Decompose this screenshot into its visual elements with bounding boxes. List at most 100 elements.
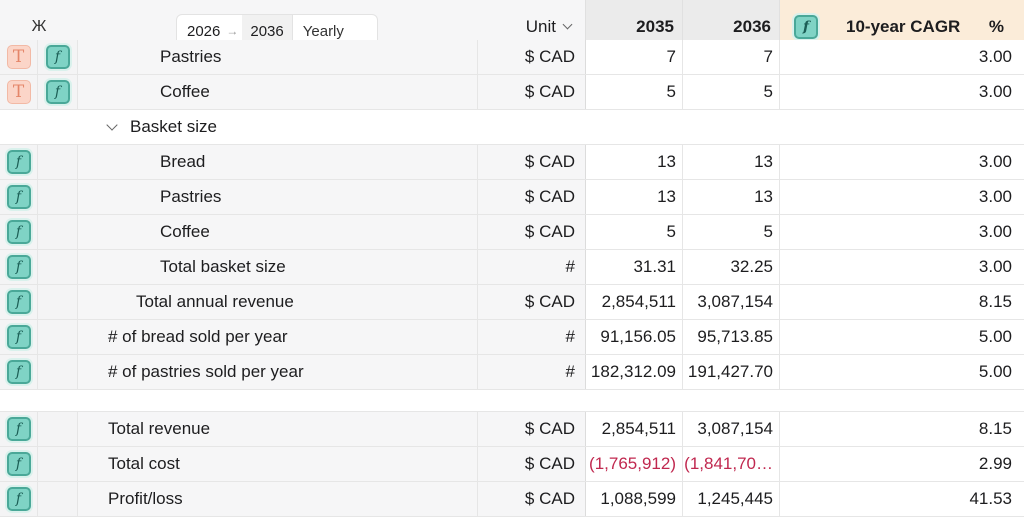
cagr-header-label: 10-year CAGR <box>846 16 961 36</box>
row-label[interactable]: Total annual revenue <box>78 285 478 319</box>
spacer-row <box>0 390 1024 412</box>
value-cell[interactable]: 13 <box>586 180 683 214</box>
formula-icon[interactable]: f <box>6 255 31 279</box>
table-row[interactable]: f Total basket size # 31.31 32.25 3.00 <box>0 250 1024 285</box>
cagr-cell[interactable]: 41.53 <box>780 482 1024 516</box>
formula-icon[interactable]: f <box>6 220 31 244</box>
value-cell[interactable]: 5 <box>586 215 683 249</box>
table-row[interactable]: T f Pastries $ CAD 7 7 3.00 <box>0 40 1024 75</box>
row-unit[interactable]: # <box>478 355 586 389</box>
cagr-cell[interactable]: 3.00 <box>780 215 1024 249</box>
cagr-cell[interactable]: 8.15 <box>780 285 1024 319</box>
group-label[interactable]: Basket size <box>130 117 217 136</box>
cagr-cell[interactable]: 8.15 <box>780 412 1024 446</box>
period-from[interactable]: 2026 <box>187 22 221 40</box>
table-row[interactable]: f Total revenue $ CAD 2,854,511 3,087,15… <box>0 412 1024 447</box>
row-unit[interactable]: # <box>478 250 586 284</box>
formula-icon[interactable]: f <box>6 487 31 511</box>
row-unit[interactable]: $ CAD <box>478 145 586 179</box>
table-row[interactable]: f Total annual revenue $ CAD 2,854,511 3… <box>0 285 1024 320</box>
arrow-right-icon: → <box>226 24 239 38</box>
cagr-cell[interactable]: 3.00 <box>780 250 1024 284</box>
row-label[interactable]: Total revenue <box>78 412 478 446</box>
formula-icon[interactable]: f <box>6 417 31 441</box>
formula-icon[interactable]: f <box>6 185 31 209</box>
value-cell[interactable]: 191,427.70 <box>683 355 780 389</box>
cagr-cell[interactable]: 3.00 <box>780 180 1024 214</box>
value-cell[interactable]: 7 <box>683 40 780 74</box>
formula-icon[interactable]: f <box>794 14 818 39</box>
row-unit[interactable]: $ CAD <box>478 285 586 319</box>
value-cell[interactable]: 32.25 <box>683 250 780 284</box>
value-cell[interactable]: 7 <box>586 40 683 74</box>
row-label[interactable]: Total basket size <box>78 250 478 284</box>
table-row[interactable]: f Bread $ CAD 13 13 3.00 <box>0 145 1024 180</box>
row-label[interactable]: Coffee <box>78 215 478 249</box>
cagr-cell[interactable]: 2.99 <box>780 447 1024 481</box>
corner-glyph[interactable]: Ж <box>31 17 47 35</box>
value-cell[interactable]: 5 <box>683 215 780 249</box>
cagr-cell[interactable]: 5.00 <box>780 320 1024 354</box>
formula-icon[interactable]: f <box>6 360 31 384</box>
frequency-select[interactable]: Yearly <box>302 22 344 40</box>
table-row[interactable]: T f Coffee $ CAD 5 5 3.00 <box>0 75 1024 110</box>
row-label[interactable]: Profit/loss <box>78 482 478 516</box>
row-unit[interactable]: $ CAD <box>478 447 586 481</box>
table-row[interactable]: f Total cost $ CAD (1,765,912) (1,841,70… <box>0 447 1024 482</box>
value-cell[interactable]: 1,245,445 <box>683 482 780 516</box>
row-unit[interactable]: $ CAD <box>478 482 586 516</box>
table-row[interactable]: f Pastries $ CAD 13 13 3.00 <box>0 180 1024 215</box>
chevron-down-icon <box>562 19 573 30</box>
row-label[interactable]: Bread <box>78 145 478 179</box>
formula-icon[interactable]: f <box>6 325 31 349</box>
value-cell[interactable]: 31.31 <box>586 250 683 284</box>
row-unit[interactable]: $ CAD <box>478 75 586 109</box>
group-row[interactable]: Basket size <box>0 110 1024 145</box>
unit-column-header[interactable]: Unit <box>478 0 586 53</box>
value-cell[interactable]: 2,854,511 <box>586 285 683 319</box>
value-cell[interactable]: 3,087,154 <box>683 412 780 446</box>
row-unit[interactable]: $ CAD <box>478 180 586 214</box>
table-row[interactable]: f Coffee $ CAD 5 5 3.00 <box>0 215 1024 250</box>
cagr-cell[interactable]: 3.00 <box>780 40 1024 74</box>
row-label[interactable]: # of bread sold per year <box>78 320 478 354</box>
value-cell[interactable]: 95,713.85 <box>683 320 780 354</box>
value-cell[interactable]: 13 <box>586 145 683 179</box>
row-label[interactable]: Pastries <box>78 180 478 214</box>
formula-icon[interactable]: f <box>6 150 31 174</box>
value-cell[interactable]: 5 <box>683 75 780 109</box>
table-row[interactable]: f Profit/loss $ CAD 1,088,599 1,245,445 … <box>0 482 1024 517</box>
formula-icon[interactable]: f <box>6 290 31 314</box>
formula-icon[interactable]: f <box>45 45 70 69</box>
formula-icon[interactable]: f <box>45 80 70 104</box>
value-cell[interactable]: 1,088,599 <box>586 482 683 516</box>
value-cell[interactable]: 13 <box>683 180 780 214</box>
value-cell[interactable]: 13 <box>683 145 780 179</box>
cagr-unit-label: % <box>988 16 1004 36</box>
text-type-icon[interactable]: T <box>6 80 31 104</box>
text-type-icon[interactable]: T <box>6 45 31 69</box>
table-row[interactable]: f # of bread sold per year # 91,156.05 9… <box>0 320 1024 355</box>
chevron-down-icon[interactable] <box>106 118 118 131</box>
value-cell[interactable]: 182,312.09 <box>586 355 683 389</box>
row-unit[interactable]: $ CAD <box>478 412 586 446</box>
row-label[interactable]: Coffee <box>78 75 478 109</box>
cagr-cell[interactable]: 5.00 <box>780 355 1024 389</box>
row-unit[interactable]: $ CAD <box>478 215 586 249</box>
unit-header-label: Unit <box>525 16 556 36</box>
value-cell[interactable]: 91,156.05 <box>586 320 683 354</box>
formula-icon[interactable]: f <box>6 452 31 476</box>
value-cell[interactable]: 3,087,154 <box>683 285 780 319</box>
row-label[interactable]: Total cost <box>78 447 478 481</box>
value-cell-negative[interactable]: (1,765,912) <box>586 447 683 481</box>
cagr-cell[interactable]: 3.00 <box>780 75 1024 109</box>
row-unit[interactable]: # <box>478 320 586 354</box>
table-row[interactable]: f # of pastries sold per year # 182,312.… <box>0 355 1024 390</box>
cagr-cell[interactable]: 3.00 <box>780 145 1024 179</box>
value-cell[interactable]: 5 <box>586 75 683 109</box>
value-cell[interactable]: 2,854,511 <box>586 412 683 446</box>
row-label[interactable]: # of pastries sold per year <box>78 355 478 389</box>
row-label[interactable]: Pastries <box>78 40 478 74</box>
row-unit[interactable]: $ CAD <box>478 40 586 74</box>
value-cell-negative[interactable]: (1,841,70… <box>683 447 780 481</box>
